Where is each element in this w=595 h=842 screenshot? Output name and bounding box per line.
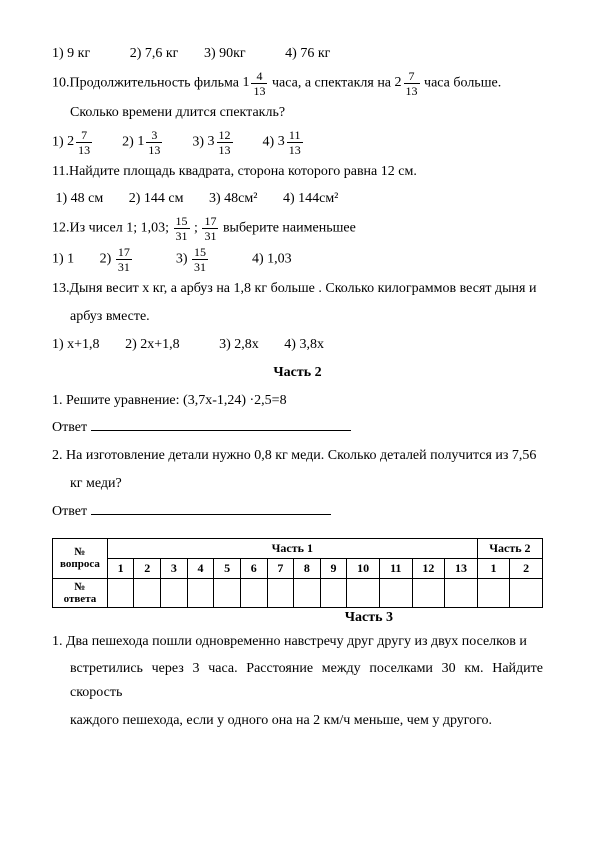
rowlabel-question: № вопроса (53, 538, 108, 578)
q12-suffix: выберите наименьшее (223, 221, 356, 236)
section1-header: Часть 1 (107, 538, 477, 558)
q11-o2: 2) 144 см (129, 191, 184, 206)
q10-frac1: 1 413 (242, 70, 268, 97)
section2-header: Часть 2 (477, 538, 542, 558)
q13-o4: 4) 3,8x (284, 337, 324, 352)
q10-o3-label: 3) (192, 134, 204, 149)
answer-blank-1 (91, 418, 351, 431)
part3-q1b: встретились через 3 часа. Расстояние меж… (52, 657, 543, 705)
q13-line1: 13.Дыня весит x кг, а арбуз на 1,8 кг бо… (52, 277, 543, 301)
q12-sep: ; (194, 221, 198, 236)
q12-f2: 1731 (202, 215, 218, 242)
q12-o3-label: 3) (176, 252, 188, 267)
numbers-row: 1 2 3 4 5 6 7 8 9 10 11 12 13 1 2 (53, 558, 543, 578)
q11-o3: 3) 48см² (209, 191, 257, 206)
q11-o4: 4) 144см² (283, 191, 338, 206)
part2-heading: Часть 2 (52, 365, 543, 381)
answers-row: № ответа (53, 578, 543, 607)
q12-f1: 1531 (174, 215, 190, 242)
q12-o4: 4) 1,03 (252, 252, 292, 267)
q10-line2: Сколько времени длится спектакль? (52, 101, 543, 125)
q11-options: 1) 48 см 2) 144 см 3) 48см² 4) 144см² (52, 187, 543, 211)
answer-label-2: Ответ (52, 504, 87, 519)
part2-q2a: 2. На изготовление детали нужно 0,8 кг м… (52, 444, 543, 468)
q10-o2-label: 2) (122, 134, 134, 149)
rowlabel-answer: № ответа (53, 578, 108, 607)
part3-q1a: 1. Два пешехода пошли одновременно навст… (52, 630, 543, 654)
q10-suffix: часа больше. (424, 76, 501, 91)
q12-text: 12.Из чисел 1; 1,03; 1531 ; 1731 выберит… (52, 215, 543, 242)
q9-opt2: 2) 7,6 кг (130, 46, 179, 61)
q13-o1: 1) x+1,8 (52, 337, 100, 352)
answer-label-1: Ответ (52, 420, 87, 435)
part2-q1-answer: Ответ (52, 416, 543, 440)
q12-o1: 1) 1 (52, 252, 74, 267)
q13-o3: 3) 2,8x (219, 337, 259, 352)
q9-options: 1) 9 кг 2) 7,6 кг 3) 90кг 4) 76 кг (52, 42, 543, 66)
q12-prefix: 12.Из чисел 1; 1,03; (52, 221, 169, 236)
q12-o2-label: 2) (100, 252, 112, 267)
part2-q2b: кг меди? (52, 472, 543, 496)
q13-options: 1) x+1,8 2) 2x+1,8 3) 2,8x 4) 3,8x (52, 333, 543, 357)
q10-options: 1) 2713 2) 1313 3) 31213 4) 31113 (52, 129, 543, 156)
part2-q2-answer: Ответ (52, 500, 543, 524)
q11-text: 11.Найдите площадь квадрата, сторона кот… (52, 160, 543, 184)
q13-o2: 2) 2x+1,8 (125, 337, 180, 352)
q10-middle: часа, а спектакля на (272, 76, 391, 91)
part3-heading: Часть 3 (52, 610, 543, 626)
part3-q1c: каждого пешехода, если у одного она на 2… (52, 709, 543, 733)
answer-table: № вопроса Часть 1 Часть 2 1 2 3 4 5 6 7 … (52, 538, 543, 608)
q10-o1-label: 1) (52, 134, 64, 149)
q10-prefix: 10.Продолжительность фильма (52, 76, 239, 91)
q13-line2: арбуз вместе. (52, 305, 543, 329)
q10-frac2: 2 713 (395, 70, 421, 97)
q9-opt4: 4) 76 кг (285, 46, 330, 61)
answer-blank-2 (91, 502, 331, 515)
q11-o1: 1) 48 см (56, 191, 104, 206)
q9-opt3: 3) 90кг (204, 46, 246, 61)
part2-q1: 1. Решите уравнение: (3,7x-1,24) ·2,5=8 (52, 389, 543, 413)
q10-line1: 10.Продолжительность фильма 1 413 часа, … (52, 70, 543, 97)
q9-opt1: 1) 9 кг (52, 46, 90, 61)
q10-o4-label: 4) (263, 134, 275, 149)
worksheet-page: 1) 9 кг 2) 7,6 кг 3) 90кг 4) 76 кг 10.Пр… (0, 0, 595, 767)
q12-options: 1) 1 2) 1731 3) 1531 4) 1,03 (52, 246, 543, 273)
